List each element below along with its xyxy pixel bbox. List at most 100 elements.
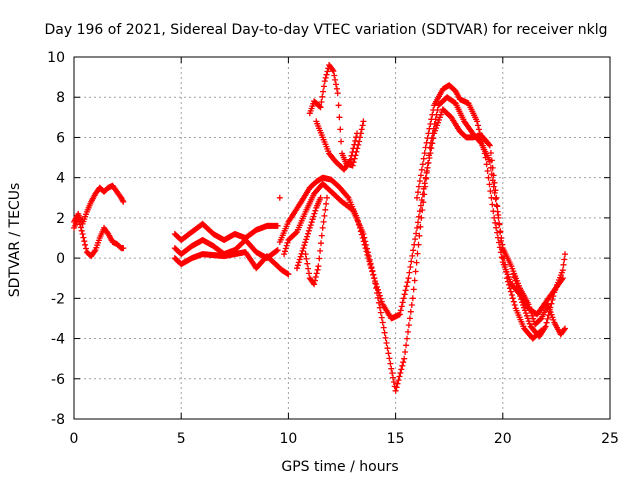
data-point (81, 241, 89, 249)
data-point (313, 269, 321, 278)
grid-lines (74, 57, 610, 419)
y-tick-label: 6 (56, 130, 65, 146)
y-tick-label: 4 (56, 171, 65, 187)
data-point (369, 270, 377, 279)
data-point (319, 218, 328, 226)
data-point (414, 241, 423, 249)
data-point (402, 282, 411, 290)
data-point (315, 254, 323, 263)
data-point (323, 67, 332, 76)
data-point (407, 257, 415, 266)
data-point (78, 227, 86, 235)
data-point (428, 111, 436, 119)
data-point (317, 239, 325, 247)
data-point (405, 268, 414, 277)
data-point (302, 235, 310, 244)
data-point (418, 166, 426, 174)
data-point (413, 224, 421, 232)
data-point (305, 269, 313, 278)
data-point (303, 260, 311, 268)
data-point (492, 195, 500, 203)
data-point (422, 139, 431, 147)
data-point (321, 206, 329, 214)
data-point (313, 266, 322, 274)
chart-title: Day 196 of 2021, Sidereal Day-to-day VTE… (45, 22, 608, 38)
data-point (314, 262, 323, 270)
y-tick-label: 0 (56, 251, 65, 267)
data-point (388, 369, 396, 377)
y-tick-label: -4 (51, 332, 65, 348)
data-point (382, 339, 391, 347)
data-point (294, 261, 302, 269)
data-point (398, 362, 406, 370)
data-point (384, 349, 393, 357)
y-tick-label: -2 (51, 291, 65, 307)
x-tick-label: 0 (70, 431, 79, 447)
data-point (391, 387, 400, 395)
x-tick-label: 10 (279, 431, 297, 447)
data-point (379, 318, 387, 327)
data-point (509, 294, 517, 302)
data-point (300, 241, 308, 249)
data-point (400, 294, 408, 302)
data-point (330, 71, 338, 80)
data-point (425, 125, 434, 133)
data-point (492, 201, 501, 210)
data-point (322, 71, 331, 79)
data-point (310, 209, 319, 218)
data-point (377, 308, 385, 317)
data-point (321, 77, 329, 85)
data-point (381, 334, 390, 342)
data-point (309, 212, 318, 221)
series-isolated (276, 194, 284, 202)
y-tick-label: -6 (51, 372, 65, 388)
data-point (281, 247, 289, 255)
data-point (318, 231, 326, 240)
plot-frame (73, 56, 611, 420)
data-point (319, 224, 327, 232)
data-point (413, 249, 422, 258)
data-point (348, 148, 357, 156)
data-point (337, 137, 345, 146)
y-tick-label: -8 (51, 412, 65, 428)
data-point (410, 285, 418, 294)
data-point (276, 194, 284, 202)
data-point (406, 263, 415, 271)
data-point (323, 194, 331, 202)
data-point (396, 369, 405, 377)
x-axis-ticks: 0 5 10 15 20 25 (70, 57, 619, 447)
data-point (334, 101, 343, 109)
data-point (559, 261, 568, 269)
data-point (383, 344, 392, 352)
data-point (385, 354, 394, 363)
data-point (316, 247, 324, 255)
data-point (424, 159, 432, 167)
data-point (508, 291, 516, 299)
data-point (319, 87, 327, 96)
data-point (423, 134, 432, 142)
data-point (426, 120, 435, 128)
data-point (405, 321, 413, 329)
data-point (427, 115, 435, 123)
data-point (380, 323, 388, 332)
y-axis-ticks: -8 -6 -4 -2 0 2 4 6 8 10 (47, 50, 610, 428)
data-point (351, 137, 359, 145)
data-point (474, 121, 482, 130)
data-point (511, 301, 519, 309)
data-point (420, 190, 428, 199)
data-point (80, 237, 88, 245)
data-point (308, 218, 316, 226)
data-point (318, 93, 326, 101)
data-point (386, 359, 395, 368)
data-point (387, 365, 395, 373)
data-point (304, 230, 312, 238)
data-point (350, 140, 358, 149)
data-point (398, 302, 406, 311)
data-point (412, 258, 421, 267)
data-point (380, 329, 389, 337)
data-point (389, 373, 397, 382)
x-tick-label: 5 (177, 431, 186, 447)
x-tick-label: 15 (387, 431, 405, 447)
data-point (429, 106, 437, 114)
data-point (424, 129, 433, 138)
